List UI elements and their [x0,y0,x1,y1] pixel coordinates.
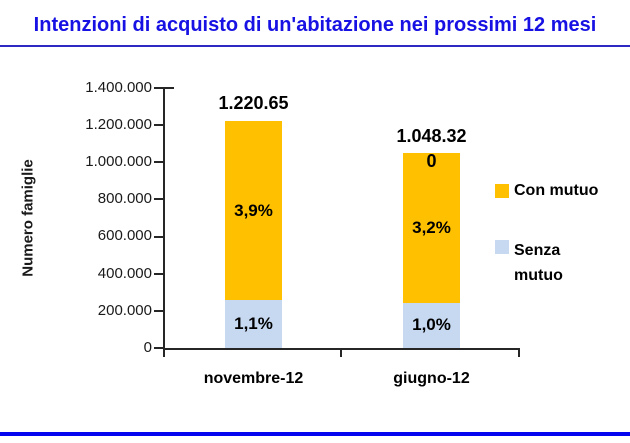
y-tick-mark [154,273,163,275]
y-tick-mark [154,124,163,126]
y-tick-label: 800.000 [97,190,152,207]
legend-swatch-senza-mutuo [495,240,509,254]
title-underline [0,45,630,47]
percent-label: 1,0% [412,315,451,335]
y-tick-mark [154,161,163,163]
y-axis-line [163,87,165,349]
percent-label: 3,9% [234,200,273,220]
y-tick-mark [154,347,163,349]
legend-swatch-con-mutuo [495,184,509,198]
legend-item-senza-mutuo: Senza mutuo [495,238,578,288]
x-category-label-giugno: giugno-12 [393,370,470,387]
total-label-line: 1.048.32 [396,126,467,146]
x-category-label-novembre: novembre-12 [203,370,304,387]
legend-item-con-mutuo: Con mutuo [495,182,598,200]
bar-giugno-senza-mutuo: 1,0% [403,302,460,348]
chart-title: Intenzioni di acquisto di un'abitazione … [33,14,597,36]
total-label-line: 0 [426,151,437,171]
legend-label-con-mutuo: Con mutuo [514,182,599,199]
legend-label-senza-mutuo: Senza mutuo [514,242,563,284]
y-tick-mark [154,310,163,312]
y-tick-mark [154,198,163,200]
y-tick-label: 1.200.000 [85,116,152,133]
bar-total-label-novembre: 1.220.65 [193,91,314,116]
bar-novembre-senza-mutuo: 1,1% [225,299,282,348]
y-tick-label: 0 [143,339,152,356]
x-tick-mark [340,348,342,357]
x-tick-mark [518,348,520,357]
bottom-border-line [0,432,630,436]
y-tick-label: 400.000 [97,265,152,282]
y-axis-title: Numero famiglie [19,159,37,277]
bar-novembre-con-mutuo: 3,9% [225,121,282,300]
y-tick-label: 1.400.000 [85,79,152,96]
y-tick-label: 600.000 [97,227,152,244]
bar-giugno-con-mutuo: 3,2% [403,153,460,303]
percent-label: 1,1% [234,313,273,333]
y-tick-label: 200.000 [97,302,152,319]
y-tick-mark [154,236,163,238]
total-label-line: 1.220.65 [218,93,289,113]
percent-label: 3,2% [412,217,451,237]
y-tick-label: 1.000.000 [85,153,152,170]
bar-total-label-giugno: 1.048.32 0 [371,124,492,174]
x-tick-mark [163,348,165,357]
